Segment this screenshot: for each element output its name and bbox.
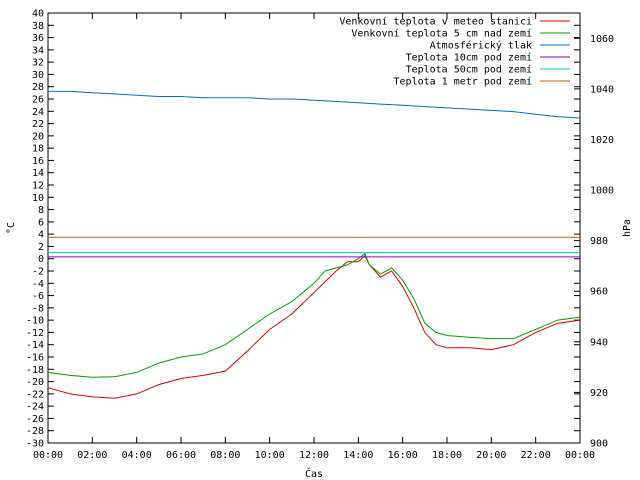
y-left-tick-label: 4 <box>38 230 44 241</box>
y-left-tick-label: 24 <box>32 107 44 118</box>
y-right-tick-label: 940 <box>590 337 608 348</box>
x-tick-label: 08:00 <box>210 450 240 461</box>
legend-label: Venkovní teplota v meteo stanici <box>339 16 532 28</box>
x-tick-label: 02:00 <box>77 450 107 461</box>
x-axis-label: Čas <box>305 467 323 480</box>
x-tick-label: 14:00 <box>343 450 373 461</box>
series-lines <box>47 90 581 399</box>
x-tick-label: 10:00 <box>255 450 285 461</box>
x-axis-ticks: 00:00 02:00 04:00 06:00 08:00 10:00 12:00 14:00… <box>33 13 595 461</box>
y-left-tick-label: 32 <box>32 58 44 69</box>
y-right-tick-label: 960 <box>590 287 608 298</box>
x-tick-label: 16:00 <box>388 450 418 461</box>
y-left-tick-label: -26 <box>26 414 44 425</box>
y-left-tick-label: -22 <box>26 389 44 400</box>
y-left-tick-label: 10 <box>32 193 44 204</box>
y-left-tick-label: -20 <box>26 377 44 388</box>
y-right-tick-label: 1060 <box>590 34 614 45</box>
x-tick-label: 00:00 <box>565 450 595 461</box>
series-line <box>47 254 581 399</box>
x-tick-label: 00:00 <box>33 450 63 461</box>
legend-label: Teplota 1 metr pod zemí <box>394 76 532 88</box>
y-left-tick-label: -8 <box>32 303 44 314</box>
y-left-tick-label: 26 <box>32 95 44 106</box>
y-left-tick-label: -24 <box>26 402 44 413</box>
y-left-tick-label: 36 <box>32 33 44 44</box>
y-left-tick-label: 20 <box>32 131 44 142</box>
legend: Venkovní teplota v meteo staniciVenkovní… <box>339 16 570 88</box>
y-left-tick-label: -14 <box>26 340 44 351</box>
y-left-tick-label: 38 <box>32 21 44 32</box>
y-left-tick-label: 34 <box>32 45 44 56</box>
y-left-tick-label: 22 <box>32 119 44 130</box>
x-tick-label: 18:00 <box>432 450 462 461</box>
y-right-tick-label: 1020 <box>590 135 614 146</box>
y-left-tick-label: -30 <box>26 439 44 450</box>
right-axis-ticks: 1060 1040 1020 1000 980 960 940 920 900 <box>574 34 614 450</box>
y-left-tick-label: -12 <box>26 328 44 339</box>
y-left-tick-label: -2 <box>32 267 44 278</box>
legend-label: Atmosférický tlak <box>430 40 532 52</box>
x-tick-label: 20:00 <box>476 450 506 461</box>
y-right-tick-label: 920 <box>590 388 608 399</box>
y-right-tick-label: 1040 <box>590 84 614 95</box>
y-left-tick-label: 14 <box>32 168 44 179</box>
y-axis-left-label: °C <box>6 222 17 234</box>
y-right-tick-label: 900 <box>590 439 608 450</box>
y-left-tick-label: -18 <box>26 365 44 376</box>
x-tick-label: 12:00 <box>299 450 329 461</box>
y-left-tick-label: 16 <box>32 156 44 167</box>
y-axis-right-label: hPa <box>622 219 633 237</box>
y-left-tick-label: 28 <box>32 82 44 93</box>
y-left-tick-label: 8 <box>38 205 44 216</box>
x-tick-label: 22:00 <box>521 450 551 461</box>
y-left-tick-label: 18 <box>32 144 44 155</box>
legend-label: Teplota 50cm pod zemí <box>406 64 532 76</box>
y-left-tick-label: 6 <box>38 217 44 228</box>
y-left-tick-label: 30 <box>32 70 44 81</box>
series-line <box>48 90 581 119</box>
y-left-tick-label: -6 <box>32 291 44 302</box>
x-tick-label: 04:00 <box>122 450 152 461</box>
x-tick-label: 06:00 <box>166 450 196 461</box>
y-left-tick-label: 12 <box>32 181 44 192</box>
y-left-tick-label: 2 <box>38 242 44 253</box>
y-left-tick-label: -28 <box>26 426 44 437</box>
y-right-tick-label: 980 <box>590 236 608 247</box>
y-left-tick-label: -4 <box>32 279 44 290</box>
y-left-tick-label: 0 <box>38 254 44 265</box>
y-left-tick-label: 40 <box>32 9 44 20</box>
y-left-tick-label: -16 <box>26 353 44 364</box>
legend-label: Venkovní teplota 5 cm nad zemí <box>351 28 532 40</box>
y-left-tick-label: -10 <box>26 316 44 327</box>
y-right-tick-label: 1000 <box>590 186 614 197</box>
series-line <box>47 253 581 378</box>
legend-label: Teplota 10cm pod zemí <box>406 52 532 64</box>
left-axis-ticks: 4038363432302826242220181614121086420-2-… <box>26 9 580 450</box>
